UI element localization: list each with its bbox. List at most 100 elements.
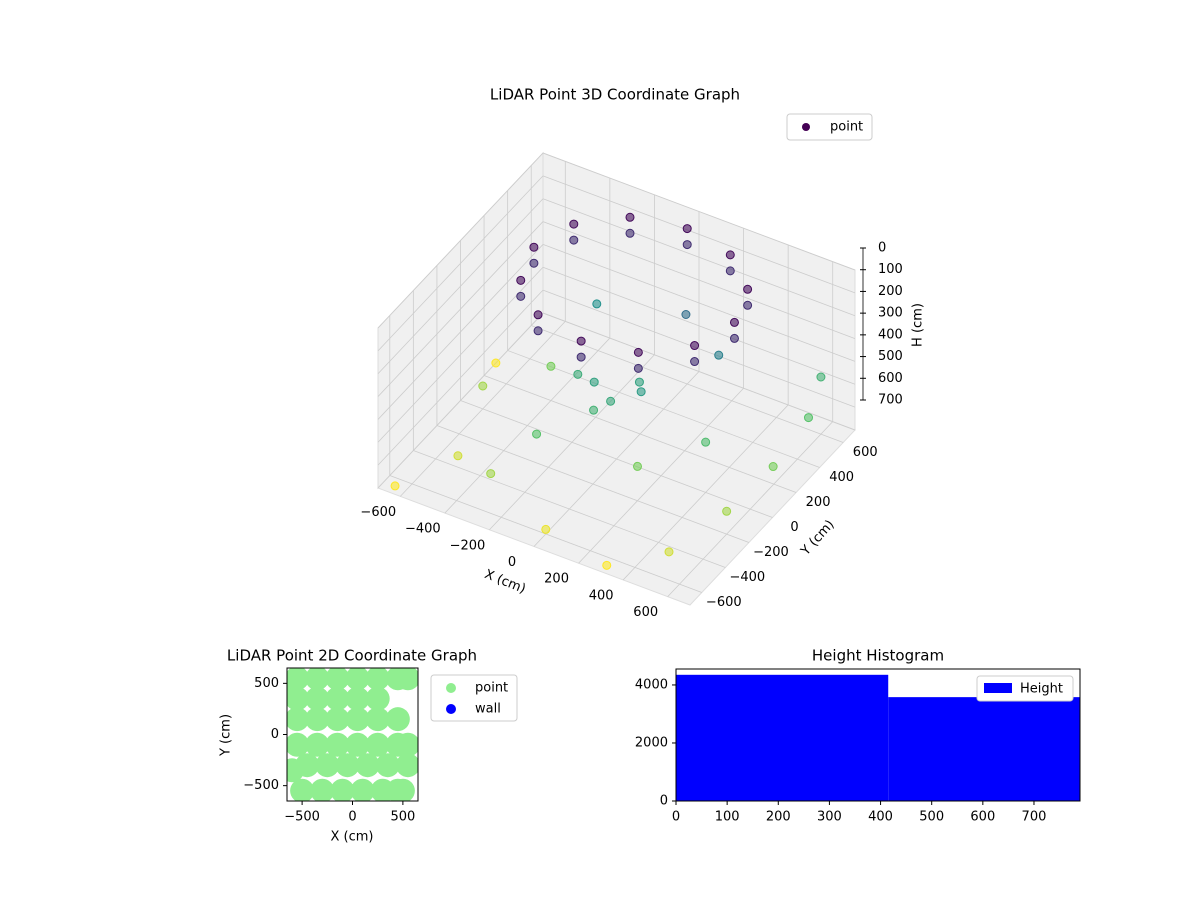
point [725, 250, 735, 260]
point [546, 361, 556, 371]
point [664, 547, 674, 557]
x-tick-label: 300 [817, 810, 842, 825]
point [315, 753, 340, 778]
point [725, 266, 735, 276]
point [325, 686, 350, 711]
z-tick-label: 300 [878, 306, 903, 321]
legend-label: Height [1020, 682, 1063, 697]
point [330, 778, 355, 801]
point [573, 369, 583, 379]
point [365, 668, 390, 691]
axes-frame [675, 668, 1081, 802]
z-axis-label: H (cm) [911, 303, 926, 347]
point [453, 451, 463, 461]
x-tick-label: 600 [633, 605, 658, 620]
point [305, 668, 330, 691]
point [310, 778, 335, 801]
grid-line [542, 289, 856, 408]
y-tick-label: 0 [790, 520, 798, 535]
grid-line [377, 221, 544, 397]
x-tick-label: 200 [766, 810, 791, 825]
grid-line [377, 198, 544, 374]
grid-line [542, 312, 856, 431]
point [634, 377, 644, 387]
grid-line [460, 400, 773, 518]
point [395, 753, 418, 778]
grid-line [542, 221, 856, 339]
point [768, 462, 778, 472]
grid-line [507, 350, 820, 468]
y-tick-label: 200 [806, 495, 831, 510]
point [325, 668, 350, 691]
point [633, 461, 642, 471]
bar [676, 674, 889, 801]
grid-line [483, 375, 797, 493]
point [395, 668, 418, 691]
point [569, 235, 579, 245]
point [350, 778, 375, 801]
point [305, 686, 330, 711]
point [633, 347, 643, 357]
point [335, 753, 360, 778]
grid-line [377, 289, 544, 466]
point [345, 686, 370, 711]
y-tick-label: −200 [753, 545, 789, 560]
point [682, 224, 692, 234]
point [592, 299, 602, 309]
point [690, 341, 700, 351]
x-tick-label: 700 [1022, 810, 1047, 825]
y-tick-label: 500 [254, 676, 279, 691]
point [345, 732, 370, 757]
y-tick-label: 4000 [635, 677, 668, 692]
point [395, 732, 418, 757]
point [385, 778, 410, 801]
legend-box [786, 113, 873, 141]
plot-2d: point wall −500 0 500 −500 0 500 X (cm) Y (cm) LiD… [219, 647, 518, 845]
legend-label: point [830, 120, 863, 135]
histogram: 0 100 200 300 400 500 600 700 0 2000 4000 Height Hei… [635, 647, 1081, 825]
plot-3d: −600−400−2000200400600−600−400−200020040… [360, 86, 925, 621]
point [290, 778, 315, 801]
grid-line [542, 198, 856, 317]
z-tick-label: 200 [878, 284, 903, 299]
y-tick-label: −500 [243, 778, 279, 793]
x-tick-label: −600 [360, 505, 396, 520]
x-tick-label: 600 [970, 810, 995, 825]
grid-line [377, 152, 544, 329]
point [385, 707, 410, 732]
point [625, 228, 635, 238]
point [345, 707, 370, 732]
grid-line [542, 266, 856, 385]
y-tick-label: 600 [853, 445, 878, 460]
x-tick-label: 500 [919, 810, 944, 825]
point [589, 405, 599, 415]
y-tick-label: 2000 [635, 735, 668, 750]
point [529, 242, 539, 252]
y-tick-label: 0 [660, 794, 668, 809]
bar [888, 697, 1080, 801]
point [287, 707, 310, 732]
point [722, 506, 732, 516]
chart-title: LiDAR Point 2D Coordinate Graph [227, 647, 477, 665]
legend-box [976, 675, 1074, 702]
x-tick-label: 0 [672, 810, 680, 825]
chart-title: LiDAR Point 3D Coordinate Graph [490, 86, 740, 104]
point [714, 350, 724, 360]
x-tick-label: 0 [348, 810, 356, 825]
x-axis-label: X (cm) [482, 567, 527, 597]
point [355, 753, 380, 778]
legend-marker [802, 123, 810, 131]
point [606, 396, 616, 406]
point [729, 333, 739, 343]
y-tick-label: 400 [829, 470, 854, 485]
x-tick-label: 200 [544, 572, 569, 587]
point [569, 219, 579, 229]
y-tick-label: −600 [706, 595, 742, 610]
grid-line [377, 312, 544, 489]
point [532, 429, 542, 439]
x-tick-label: 400 [589, 588, 614, 603]
point [325, 732, 350, 757]
x-tick-label: −500 [284, 810, 320, 825]
point [305, 732, 330, 757]
x-tick-label: −400 [405, 522, 441, 537]
